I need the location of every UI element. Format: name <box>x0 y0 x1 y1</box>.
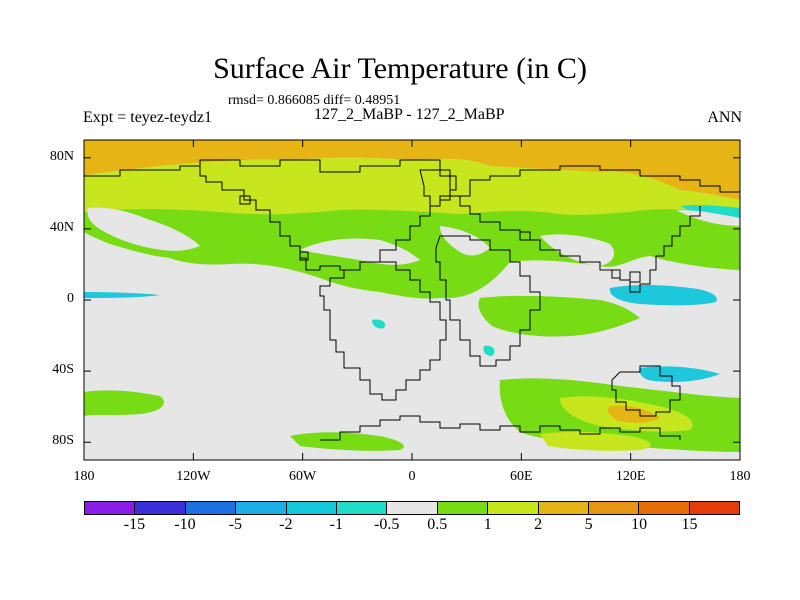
coastlines <box>84 159 740 441</box>
colorbar-swatch <box>588 502 640 514</box>
colorbar-swatch <box>387 502 438 514</box>
africa-cold-patch <box>372 319 386 329</box>
y-tick-label: 80N <box>49 148 74 164</box>
colorbar-label: 5 <box>584 516 593 533</box>
atlantic-neutral <box>440 226 490 256</box>
tick-marks <box>83 140 741 460</box>
y-tick-label: 80S <box>52 433 74 449</box>
antarctic-yellow <box>540 431 651 451</box>
north-green-region <box>84 208 740 299</box>
antarctic-green <box>290 432 404 451</box>
colorbar-swatch <box>185 502 237 514</box>
north-pacific-neutral <box>87 207 200 251</box>
australia-outline <box>611 365 681 417</box>
colorbar-swatch <box>135 502 186 514</box>
colorbar-swatch <box>336 502 388 514</box>
season-label: ANN <box>707 109 742 126</box>
colorbar-label: 2 <box>534 516 543 533</box>
colorbar-label: -1 <box>329 516 343 533</box>
x-tick-label: 180 <box>729 469 751 484</box>
south-america-outline <box>319 261 447 401</box>
stats-label: rmsd= 0.866085 diff= 0.48951 <box>228 93 401 108</box>
y-tick-label: 40S <box>52 362 74 378</box>
colorbar-swatch <box>286 502 337 514</box>
arctic-neutral-spot <box>676 210 740 226</box>
colorbar-label: 1 <box>483 516 492 533</box>
colorbar-label: -0.5 <box>374 516 400 533</box>
x-tick-label: 120W <box>176 469 211 484</box>
arctic-cold-spot <box>680 205 740 218</box>
indopacific-cold-region <box>609 285 717 306</box>
equator-cold-line <box>84 292 160 298</box>
x-tick-label: 180 <box>73 469 95 484</box>
colorbar-label: -10 <box>174 516 196 533</box>
north-america-outline <box>84 159 451 271</box>
colorbar-label: -15 <box>123 516 146 533</box>
colorbar-swatch <box>236 502 287 514</box>
southern-ocean-orange <box>608 405 660 423</box>
colorbar-label: 15 <box>681 516 698 533</box>
colorbar-swatch <box>689 502 740 514</box>
colorbar-label: 0.5 <box>427 516 448 533</box>
colorbar-swatch <box>538 502 589 514</box>
colorbar-swatch <box>437 502 489 514</box>
map-title: Surface Air Temperature (in C) <box>213 52 587 85</box>
colorbar-swatch <box>639 502 690 514</box>
greenland-outline <box>419 169 457 207</box>
y-tick-label: 40N <box>49 219 74 235</box>
colorbar-swatch <box>85 502 136 514</box>
colorbar-label: 10 <box>631 516 648 533</box>
north-america-neutral <box>300 238 420 265</box>
island-outline <box>239 195 641 283</box>
colorbar-swatch <box>488 502 539 514</box>
y-tick-label: 0 <box>67 291 74 306</box>
south-cold-spot <box>639 366 720 382</box>
tropical-green-region <box>478 295 640 337</box>
colorbar <box>84 501 740 515</box>
colorbar-label: -2 <box>279 516 293 533</box>
south-pacific-green <box>84 390 164 416</box>
x-tick-label: 60E <box>510 469 533 484</box>
colorbar-label: -5 <box>228 516 243 533</box>
experiment-label: Expt = teyez-teydz1 <box>83 109 212 126</box>
antarctica-outline <box>320 415 681 441</box>
asia-neutral <box>540 234 615 266</box>
africa-outline <box>435 235 541 367</box>
north-yellow-region <box>84 157 740 215</box>
x-tick-label: 60W <box>289 469 317 484</box>
x-tick-label: 120E <box>615 469 646 484</box>
runs-label: 127_2_MaBP - 127_2_MaBP <box>314 106 505 123</box>
arctic-warm-region <box>84 140 740 200</box>
x-tick-label: 0 <box>408 469 416 484</box>
indian-cold-patch <box>483 345 495 356</box>
